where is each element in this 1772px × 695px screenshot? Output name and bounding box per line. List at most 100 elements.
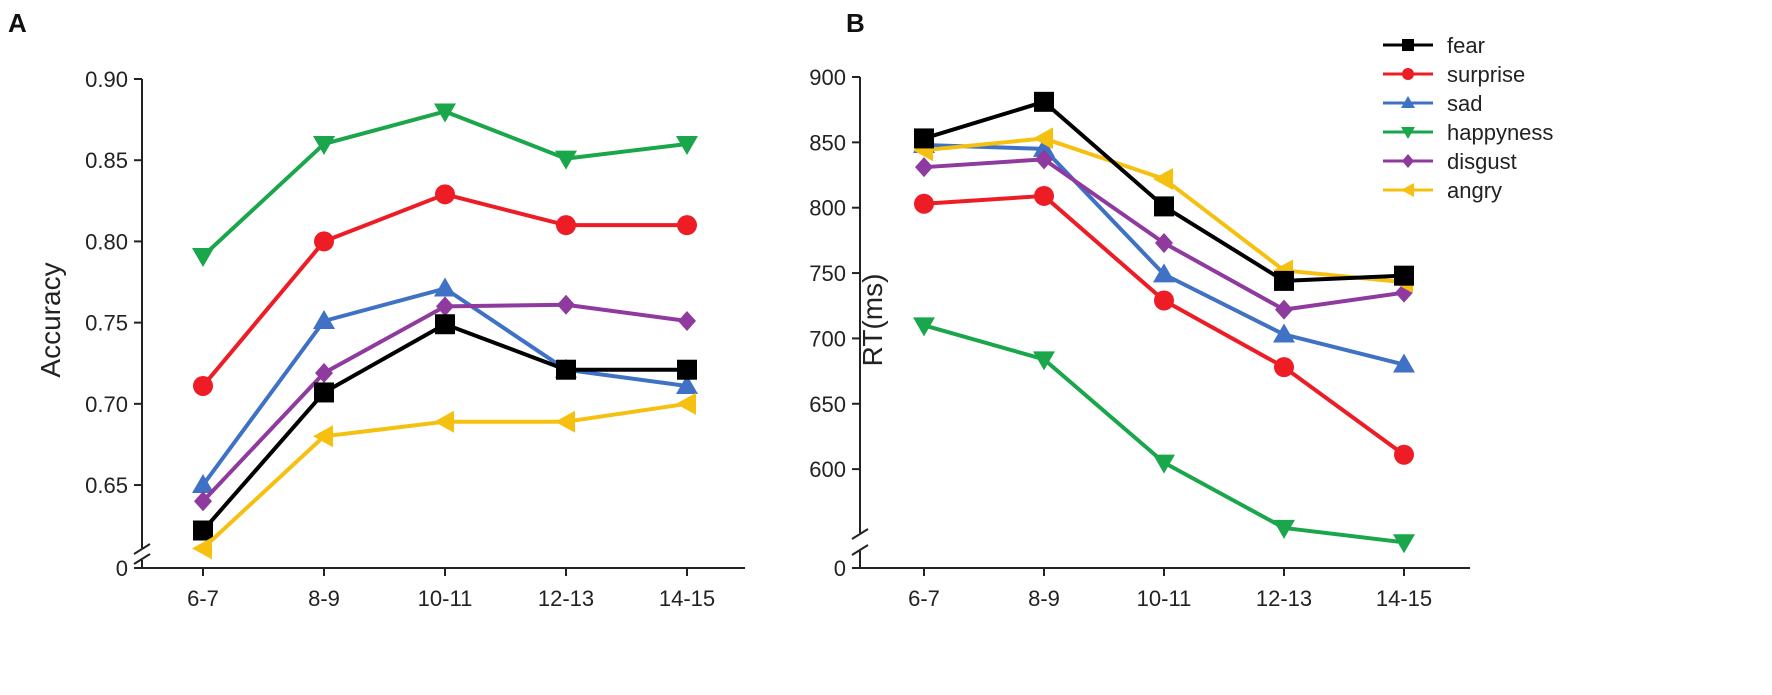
panel-a-label: A: [8, 8, 27, 38]
data-point-happyness: [192, 248, 214, 268]
data-point-fear: [1034, 91, 1054, 112]
legend-label: disgust: [1447, 149, 1517, 174]
axis-break-mark: [133, 553, 151, 565]
data-point-angry: [434, 410, 454, 433]
axis-break-mark: [851, 528, 869, 540]
data-point-sad: [1153, 263, 1175, 283]
data-point-fear: [1394, 265, 1414, 286]
data-point-happyness: [1033, 351, 1055, 371]
series-disgust: [194, 294, 696, 512]
data-point-angry: [1033, 127, 1053, 150]
data-point-happyness: [555, 150, 577, 170]
data-point-disgust: [194, 491, 212, 512]
data-point-surprise: [435, 184, 455, 205]
data-point-disgust: [1035, 149, 1053, 170]
data-point-disgust: [1275, 299, 1293, 320]
series-fear: [193, 314, 697, 541]
data-point-angry: [313, 425, 333, 448]
x-tick-label: 10-11: [418, 586, 473, 611]
series-sad: [913, 133, 1415, 373]
y-tick-label: 0.85: [85, 148, 128, 173]
data-point-surprise: [193, 375, 213, 396]
x-tick-label: 14-15: [659, 586, 715, 611]
panel-b-rt-chart: B RT(ms) 600 650 700 750 800 850 900 0 6-7 8-9 10-…: [809, 8, 1553, 611]
legend-item-angry: angry: [1383, 178, 1502, 203]
series-line-fear: [923, 99, 1405, 283]
data-point-angry: [676, 392, 696, 415]
legend-label: happyness: [1447, 120, 1553, 145]
y-tick-label: 800: [809, 196, 846, 221]
data-point-happyness: [913, 317, 935, 337]
series-happyness: [192, 103, 698, 268]
data-point-sad: [1033, 137, 1055, 157]
data-point-disgust: [915, 157, 933, 178]
data-point-fear: [556, 359, 576, 380]
legend-marker: [1402, 68, 1414, 80]
y-tick-label: 850: [809, 130, 846, 155]
series-angry: [192, 392, 696, 560]
legend-label: fear: [1447, 33, 1485, 58]
legend-marker: [1401, 96, 1415, 108]
data-point-sad: [676, 374, 698, 394]
panel-a-series: [192, 103, 698, 560]
x-tick-label: 6-7: [908, 586, 940, 611]
x-tick-label: 6-7: [187, 586, 219, 611]
legend-item-surprise: surprise: [1383, 62, 1525, 87]
panel-b-legend: fear surprise sad happyness disgust angry: [1383, 33, 1553, 203]
series-line-happyness: [923, 323, 1405, 545]
axis-break-mark: [851, 544, 869, 556]
panel-a-axes: 0.65 0.70 0.75 0.80 0.85 0.90 0 6-7 8-9 10-11 12-1…: [85, 67, 745, 611]
x-tick-label: 12-13: [538, 586, 594, 611]
data-point-happyness: [313, 135, 335, 155]
y-tick-label: 0.80: [85, 229, 128, 254]
data-point-fear: [914, 128, 934, 149]
x-tick-label: 12-13: [1256, 586, 1312, 611]
data-point-sad: [192, 474, 214, 494]
panel-b-y-axis-title: RT(ms): [857, 274, 888, 367]
data-point-angry: [192, 537, 212, 560]
data-point-fear: [435, 314, 455, 335]
data-point-sad: [434, 277, 456, 297]
legend-label: angry: [1447, 178, 1502, 203]
data-point-fear: [1274, 270, 1294, 291]
legend-marker: [1401, 127, 1415, 139]
series-line-happyness: [201, 109, 688, 258]
legend-marker: [1402, 154, 1414, 168]
data-point-happyness: [434, 103, 456, 123]
data-point-surprise: [1154, 290, 1174, 311]
data-point-surprise: [1394, 444, 1414, 465]
data-point-sad: [313, 309, 335, 329]
legend-marker: [1401, 183, 1414, 197]
y-tick-label: 750: [809, 261, 846, 286]
data-point-sad: [1273, 323, 1295, 343]
x-tick-label: 8-9: [1028, 586, 1060, 611]
data-point-disgust: [678, 310, 696, 331]
legend-item-fear: fear: [1383, 33, 1485, 58]
legend-item-sad: sad: [1383, 91, 1482, 116]
panel-a-y-axis-title: Accuracy: [35, 262, 66, 377]
data-point-surprise: [914, 193, 934, 214]
data-point-surprise: [677, 215, 697, 236]
legend-item-disgust: disgust: [1383, 149, 1517, 174]
y-tick-label: 0.90: [85, 67, 128, 92]
series-fear: [914, 91, 1414, 291]
y-tick-label: 0.65: [85, 473, 128, 498]
data-point-surprise: [556, 215, 576, 236]
panel-b-label: B: [846, 8, 865, 38]
data-point-happyness: [676, 135, 698, 155]
data-point-disgust: [315, 362, 333, 383]
panel-a-accuracy-chart: A Accuracy 0.65 0.70 0.75 0.80 0.85 0.90 0 6-7 8…: [8, 8, 745, 611]
legend-label: sad: [1447, 91, 1482, 116]
x-tick-label: 10-11: [1137, 586, 1192, 611]
y-tick-label: 0.75: [85, 311, 128, 336]
data-point-surprise: [1034, 185, 1054, 206]
y-tick-label: 600: [809, 457, 846, 482]
data-point-disgust: [1155, 232, 1173, 253]
legend-label: surprise: [1447, 62, 1525, 87]
panel-b-series: [913, 91, 1415, 554]
data-point-happyness: [1273, 519, 1295, 539]
y-tick-label: 700: [809, 326, 846, 351]
x-tick-label: 8-9: [308, 586, 340, 611]
data-point-surprise: [314, 231, 334, 252]
